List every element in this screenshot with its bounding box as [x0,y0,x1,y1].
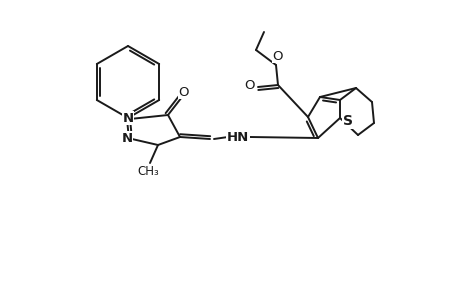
Text: N: N [122,112,133,124]
Text: O: O [272,50,283,62]
Text: O: O [179,85,189,98]
Text: N: N [121,131,132,145]
Text: O: O [244,79,255,92]
Text: S: S [342,114,352,128]
Text: HN: HN [226,130,249,143]
Text: CH₃: CH₃ [137,164,158,178]
